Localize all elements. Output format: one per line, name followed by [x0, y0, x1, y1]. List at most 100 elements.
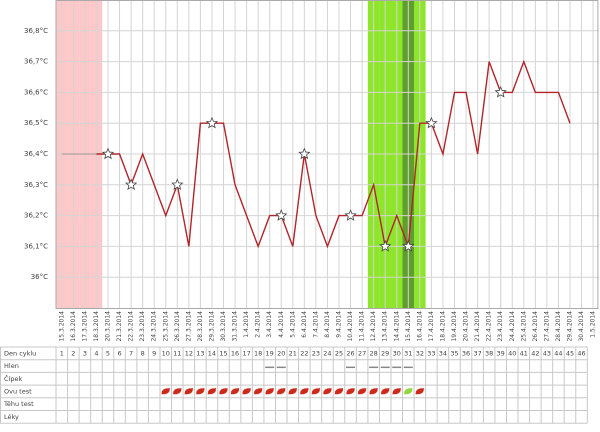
cycle-day: 24 [323, 349, 331, 357]
y-tick-label: 36,4°C [24, 150, 48, 158]
x-tick-label: 24.3.2014 [151, 311, 158, 342]
x-tick-label: 12.4.2014 [370, 311, 377, 342]
x-tick-label: 18.4.2014 [439, 311, 446, 342]
cycle-day: 23 [312, 349, 320, 357]
star-marker [425, 116, 438, 129]
cycle-day: 39 [497, 349, 505, 357]
x-tick-label: 10.4.2014 [347, 311, 354, 342]
ovu-test-mark [218, 387, 229, 395]
cycle-day: 14 [208, 349, 216, 357]
cycle-day: 1 [60, 349, 64, 357]
ovu-test-mark [357, 387, 367, 395]
ovu-test-mark [253, 387, 263, 395]
x-tick-label: 16.4.2014 [416, 311, 423, 342]
y-tick-label: 36,2°C [24, 212, 48, 220]
cycle-day: 9 [152, 349, 156, 357]
ovu-test-mark [241, 387, 252, 395]
x-tick-label: 31.3.2014 [232, 311, 239, 342]
row-label: Hlen [4, 362, 19, 370]
ovu-test-mark [334, 387, 344, 395]
row-label: Ovu test [4, 387, 32, 395]
star-marker [298, 147, 311, 160]
x-tick-label: 6.4.2014 [301, 311, 308, 338]
star-marker [205, 116, 219, 129]
star-marker [101, 147, 115, 160]
ovu-test-mark [415, 387, 425, 395]
cycle-day: 46 [577, 349, 585, 357]
x-tick-label: 28.4.2014 [555, 311, 562, 342]
x-tick-label: 17.4.2014 [428, 311, 435, 342]
x-tick-label: 20.4.2014 [463, 311, 470, 342]
x-tick-label: 23.4.2014 [497, 311, 504, 342]
ovu-test-mark [322, 387, 333, 395]
ovu-test-mark [288, 387, 298, 395]
ovu-test-mark [380, 387, 390, 395]
y-tick-label: 36,6°C [24, 88, 48, 96]
cycle-day: 34 [439, 349, 447, 357]
x-tick-label: 3.4.2014 [266, 311, 273, 338]
y-tick-label: 36,8°C [24, 27, 48, 35]
y-tick-label: 36,5°C [24, 119, 48, 127]
ovu-test-mark [264, 387, 275, 395]
y-tick-label: 36,3°C [24, 181, 48, 189]
cycle-day: 33 [427, 349, 435, 357]
x-tick-label: 19.4.2014 [451, 311, 458, 342]
x-tick-label: 27.4.2014 [543, 311, 550, 342]
ovu-test-mark [172, 387, 183, 395]
ovu-test-mark [368, 387, 379, 395]
ovu-test-mark [345, 387, 356, 395]
cycle-day: 17 [242, 349, 250, 357]
x-tick-label: 7.4.2014 [312, 311, 319, 338]
x-tick-label: 28.3.2014 [197, 311, 204, 342]
cycle-day: 31 [404, 349, 412, 357]
cycle-day: 29 [381, 349, 389, 357]
x-tick-label: 13.4.2014 [382, 311, 389, 342]
cycle-day: 43 [543, 349, 551, 357]
y-tick-label: 36,1°C [24, 242, 48, 250]
ovu-test-mark [207, 387, 217, 395]
x-tick-label: 24.4.2014 [509, 311, 516, 342]
cycle-day: 6 [117, 349, 121, 357]
star-marker [494, 85, 507, 98]
cycle-day: 8 [141, 349, 145, 357]
star-marker [379, 239, 392, 252]
x-tick-label: 25.4.2014 [520, 311, 527, 342]
row-label: Léky [4, 413, 19, 421]
ovu-test-mark [230, 387, 240, 395]
x-tick-label: 21.4.2014 [474, 311, 481, 342]
cycle-day: 16 [231, 349, 239, 357]
cycle-day: 36 [462, 349, 470, 357]
y-tick-label: 36°C [31, 273, 48, 281]
cycle-day: 2 [71, 349, 75, 357]
cycle-day: 5 [106, 349, 110, 357]
x-tick-label: 16.3.2014 [70, 311, 77, 342]
x-tick-label: 26.3.2014 [174, 311, 181, 342]
cycle-day: 44 [554, 349, 562, 357]
cycle-day: 42 [531, 349, 539, 357]
x-tick-label: 11.4.2014 [359, 311, 366, 342]
cycle-day: 20 [277, 349, 285, 357]
cycle-day: 35 [450, 349, 458, 357]
x-tick-label: 22.3.2014 [128, 311, 135, 342]
x-tick-label: 1.4.2014 [243, 311, 250, 338]
cycle-day: 22 [300, 349, 308, 357]
row-label: Těhu test [3, 400, 34, 408]
x-tick-label: 29.4.2014 [567, 311, 574, 342]
cycle-day: 37 [473, 349, 481, 357]
cycle-day: 13 [196, 349, 204, 357]
ovu-test-mark [299, 387, 310, 395]
cycle-day: 18 [254, 349, 262, 357]
cycle-day: 11 [173, 349, 181, 357]
star-marker [402, 239, 415, 252]
cycle-day: 19 [266, 349, 274, 357]
cycle-day: 10 [162, 349, 170, 357]
x-tick-label: 22.4.2014 [486, 311, 493, 342]
cycle-day: 3 [83, 349, 87, 357]
cycle-day: 38 [485, 349, 493, 357]
cycle-day: 15 [219, 349, 227, 357]
x-tick-label: 9.4.2014 [336, 311, 343, 338]
x-tick-label: 27.3.2014 [185, 311, 192, 342]
x-tick-label: 17.3.2014 [81, 311, 88, 342]
x-tick-label: 21.3.2014 [116, 311, 123, 342]
